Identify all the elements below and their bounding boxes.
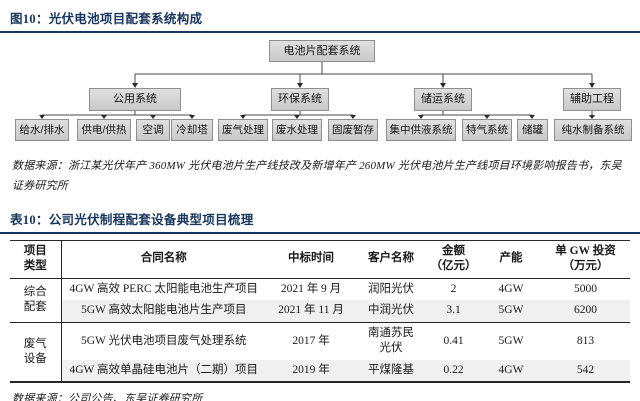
capacity-cell: 4GW xyxy=(498,282,524,295)
figure-title-rule xyxy=(0,31,640,33)
project-table: 项目 类型 合同名称 中标时间 客户名称 金额 （亿元） 产能 单 GW 投资 … xyxy=(10,239,630,384)
client-cell: 南通苏民 光伏 xyxy=(368,326,414,355)
org-node-leaf: 冷却塔 xyxy=(171,119,213,141)
category-cell: 废气 设备 xyxy=(10,322,62,383)
amount-cell: 0.22 xyxy=(426,359,481,383)
contract-cell: 4GW 高效 PERC 太阳能电池生产项目 xyxy=(69,282,259,295)
org-node-leaf: 固废暂存 xyxy=(328,119,378,141)
col-header-contract: 合同名称 xyxy=(61,240,266,279)
org-node-leaf: 集中供液系统 xyxy=(386,119,456,141)
contract-cell: 5GW 光伏电池项目废气处理系统 xyxy=(80,334,247,347)
table-title-rule xyxy=(0,231,640,234)
figure-source: 数据来源：浙江某光伏年产 360MW 光伏电池片生产线技改及新增年产 260MW… xyxy=(12,160,622,193)
per-gw-cell: 5000 xyxy=(574,282,597,295)
date-cell: 2019 年 xyxy=(266,359,356,383)
org-node-group-storage: 储运系统 xyxy=(414,88,472,111)
col-header-capacity: 产能 xyxy=(481,240,541,279)
per-gw-cell: 6200 xyxy=(541,300,630,323)
table-row: 5GW 高效太阳能电池片生产项目 2021 年 11 月 中润光伏 3.1 5G… xyxy=(10,300,630,323)
col-header-amount: 金额 （亿元） xyxy=(426,240,481,279)
per-gw-cell: 813 xyxy=(576,334,595,347)
org-node-leaf: 供电/供热 xyxy=(77,119,131,141)
table-source: 数据来源：公司公告、东吴证券研究所 xyxy=(12,393,203,401)
category-cell: 综合 配套 xyxy=(10,278,62,323)
table-header-row: 项目 类型 合同名称 中标时间 客户名称 金额 （亿元） 产能 单 GW 投资 … xyxy=(10,240,630,279)
org-node-group-auxiliary: 辅助工程 xyxy=(563,88,621,111)
capacity-cell: 5GW xyxy=(481,300,541,323)
date-cell: 2021 年 9 月 xyxy=(280,282,342,295)
org-node-root: 电池片配套系统 xyxy=(269,40,375,62)
amount-cell: 3.1 xyxy=(426,300,481,323)
col-header-date: 中标时间 xyxy=(266,240,356,279)
amount-cell: 0.41 xyxy=(443,334,464,347)
date-cell: 2017 年 xyxy=(292,334,330,347)
col-header-category: 项目 类型 xyxy=(10,240,62,279)
table-row: 4GW 高效单晶硅电池片（二期）项目 2019 年 平煤隆基 0.22 4GW … xyxy=(10,359,630,383)
org-node-leaf: 废气处理 xyxy=(218,119,268,141)
table-title: 表10：公司光伏制程配套设备典型项目梳理 xyxy=(10,212,254,227)
contract-cell: 5GW 高效太阳能电池片生产项目 xyxy=(61,300,266,323)
capacity-cell: 5GW xyxy=(498,334,524,347)
col-header-per-gw: 单 GW 投资 （万元） xyxy=(541,240,630,279)
client-cell: 平煤隆基 xyxy=(356,359,426,383)
amount-cell: 2 xyxy=(450,282,457,295)
org-chart: 电池片配套系统 公用系统 环保系统 储运系统 辅助工程 给水/排水 供电/供热 … xyxy=(0,38,640,142)
date-cell: 2021 年 11 月 xyxy=(266,300,356,323)
org-node-leaf: 特气系统 xyxy=(462,119,512,141)
org-node-group-environment: 环保系统 xyxy=(271,88,329,111)
org-node-leaf: 储罐 xyxy=(517,119,548,141)
table-row: 综合 配套 4GW 高效 PERC 太阳能电池生产项目 2021 年 9 月 润… xyxy=(10,278,630,323)
org-node-group-public: 公用系统 xyxy=(89,88,181,111)
contract-cell: 4GW 高效单晶硅电池片（二期）项目 xyxy=(61,359,266,383)
client-cell: 润阳光伏 xyxy=(368,282,414,295)
org-node-leaf: 空调 xyxy=(136,119,170,141)
col-header-client: 客户名称 xyxy=(356,240,426,279)
org-node-leaf: 给水/排水 xyxy=(15,119,69,141)
client-cell: 中润光伏 xyxy=(356,300,426,323)
org-node-leaf: 废水处理 xyxy=(272,119,322,141)
per-gw-cell: 542 xyxy=(541,359,630,383)
figure-title: 图10：光伏电池项目配套系统构成 xyxy=(10,12,203,26)
table-row: 废气 设备 5GW 光伏电池项目废气处理系统 2017 年 南通苏民 光伏 0.… xyxy=(10,322,630,383)
org-node-leaf: 纯水制备系统 xyxy=(554,119,632,141)
capacity-cell: 4GW xyxy=(481,359,541,383)
org-chart-connectors xyxy=(39,62,595,119)
